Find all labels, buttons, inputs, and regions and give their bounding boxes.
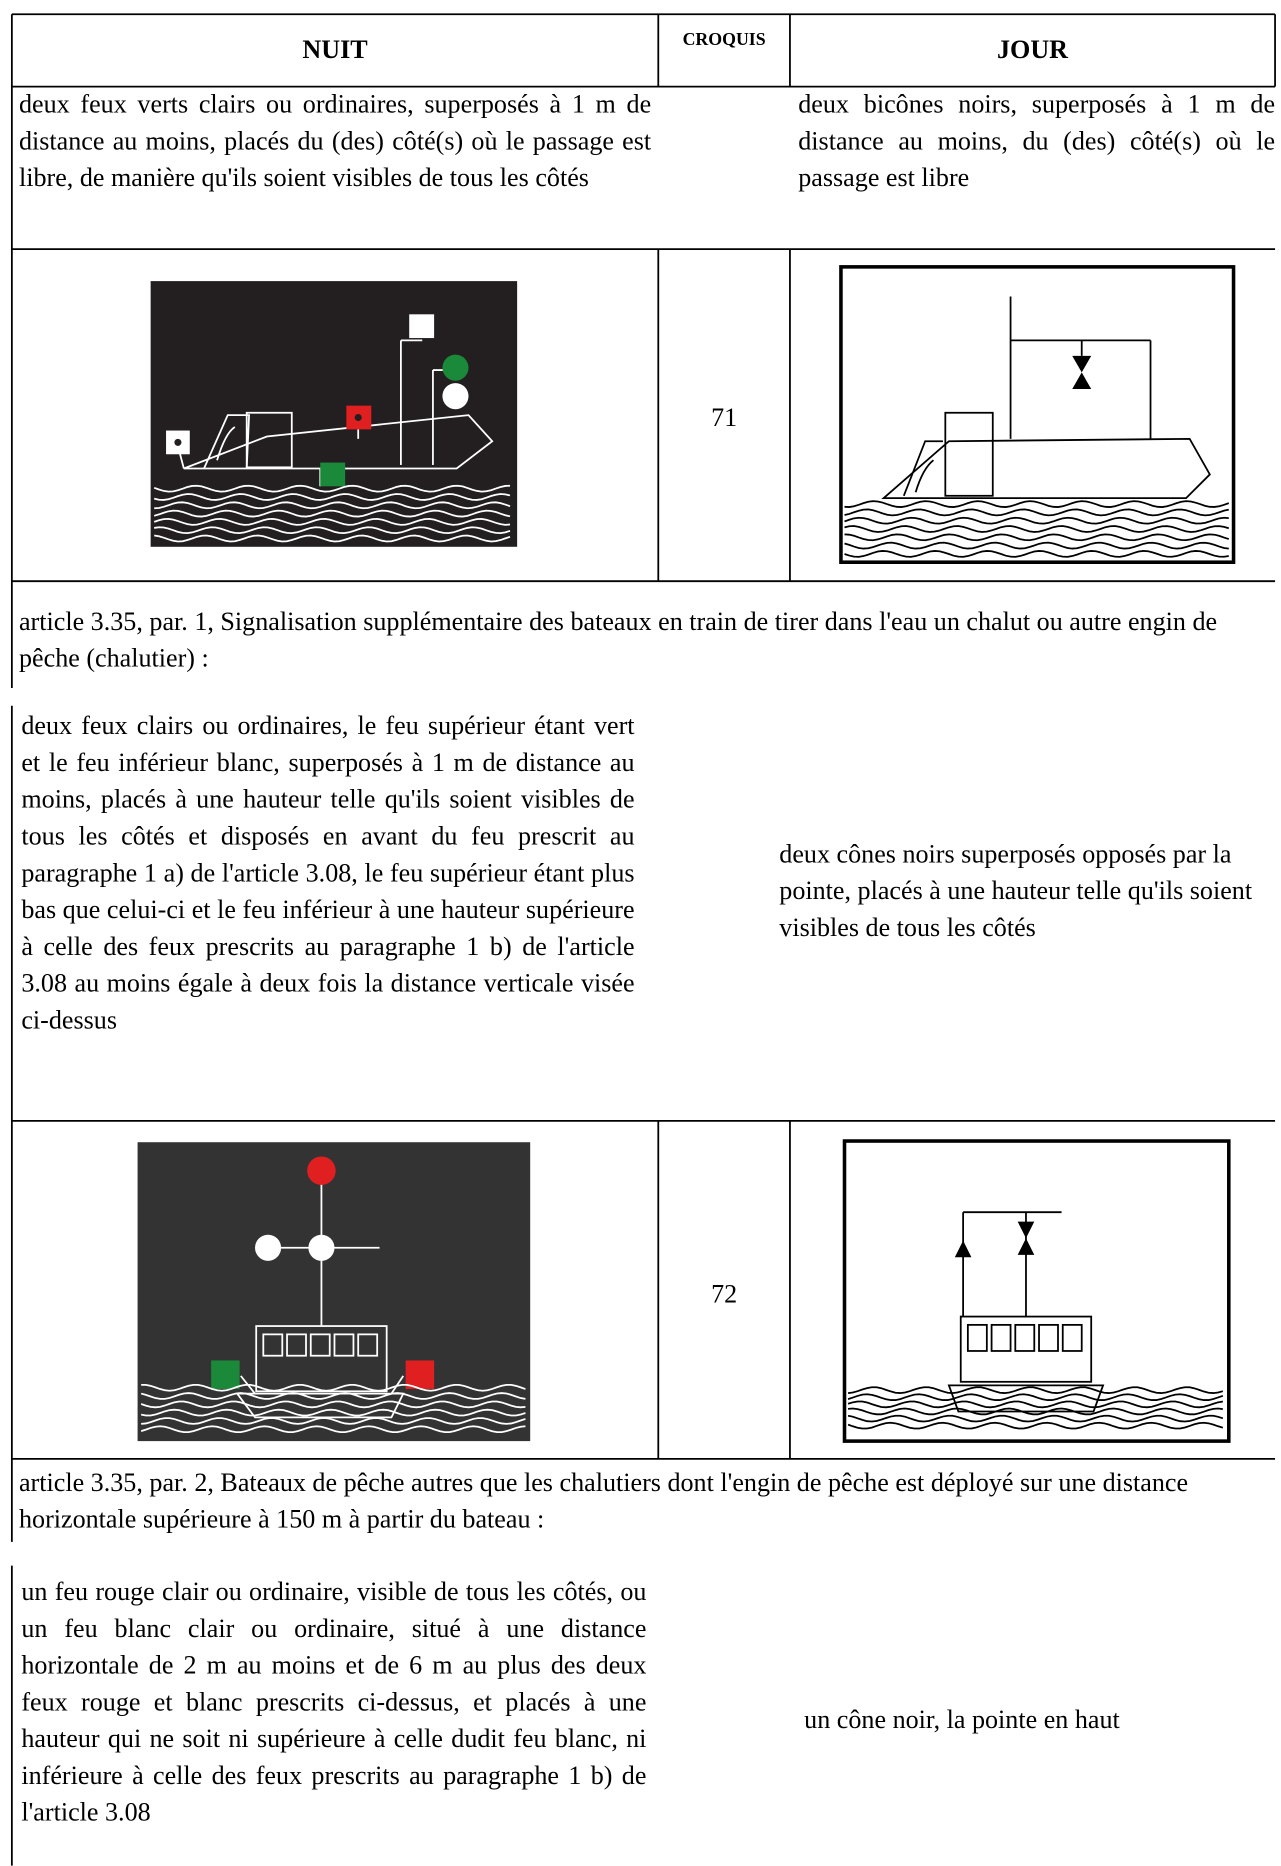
night-text: deux feux verts clairs ou ordinaires, su… [18,88,652,193]
wave [844,525,1230,533]
sketch-number: 71 [711,402,738,432]
night-text: un feu rouge clair ou ordinaire, visible… [21,1576,647,1827]
day-text: deux bicônes noirs, superposés à 1 m de … [798,88,1276,193]
wave [844,500,1230,508]
sketch-71-night [150,281,518,547]
wave [847,1393,1224,1401]
wave [153,518,511,526]
article-heading: article 3.35, par. 2, Bateaux de pêche a… [18,1467,1189,1534]
wave [140,1408,526,1417]
wave [844,516,1229,525]
wave [844,550,1229,558]
wave [140,1392,526,1400]
wave [153,484,511,493]
wave [141,1417,526,1425]
wave [140,1400,526,1409]
wave [844,508,1229,517]
header-day: JOUR [996,34,1069,65]
day-text: deux cônes noirs superposés opposés par … [779,838,1253,942]
wave [140,1425,526,1433]
wave [847,1386,1224,1394]
wave [847,1407,1223,1416]
wave [154,501,511,510]
sketch-72-night [137,1142,531,1442]
wave [141,1384,526,1392]
wave [847,1421,1224,1430]
wave [154,526,511,535]
night-text: deux feux clairs ou ordinaires, le feu s… [21,710,635,1035]
wave [844,541,1229,550]
wave [153,509,511,518]
wave [847,1414,1224,1423]
day-text: un cône noir, la pointe en haut [804,1704,1120,1735]
wave [154,534,511,543]
table-lines [10,13,1276,1866]
wave [844,533,1230,542]
sketch-72-day [842,1139,1231,1443]
wave [847,1400,1224,1409]
sketch-71-day [839,265,1236,564]
article-heading: article 3.35, par. 1, Signalisation supp… [18,606,1218,673]
header-night: NUIT [302,34,368,65]
sketch-number: 72 [711,1278,738,1309]
wave [153,493,511,501]
header-sketch: CROQUIS [682,30,766,50]
